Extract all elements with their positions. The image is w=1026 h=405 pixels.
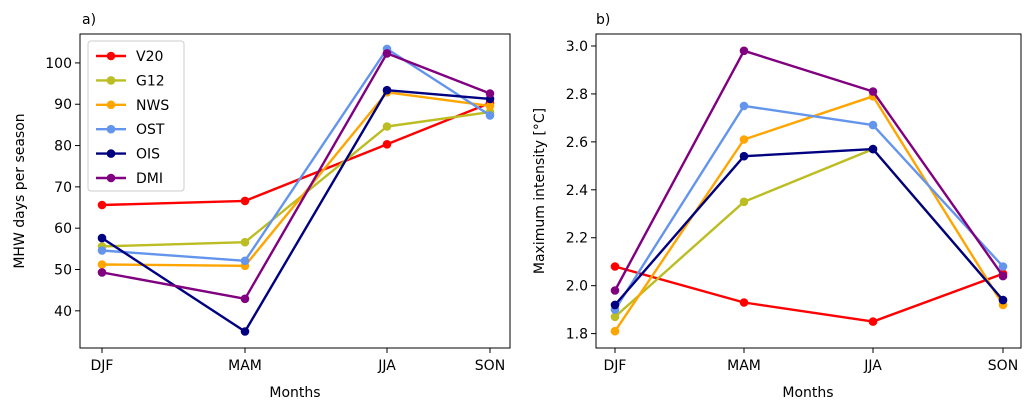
y-tick-label: 2.0: [566, 279, 588, 295]
legend: V20 G12 NWS OST OIS DMI: [87, 40, 185, 192]
data-point: [240, 256, 250, 266]
data-point: [739, 151, 749, 161]
data-point: [610, 300, 620, 310]
series-line: [613, 49, 1004, 292]
y-axis-label: MHW days per season: [12, 113, 28, 268]
legend-marker: [106, 149, 116, 158]
data-point: [739, 46, 749, 56]
y-tick-label: 2.8: [566, 87, 588, 103]
series-line: [614, 147, 1004, 306]
y-tick-label: 40: [54, 304, 72, 320]
series-line: [101, 91, 491, 267]
y-tick-label: 60: [54, 221, 72, 237]
legend-marker: [106, 124, 116, 134]
y-tick-label: 2.4: [566, 183, 588, 199]
legend-marker: [106, 51, 116, 61]
data-point: [382, 85, 392, 95]
data-point: [610, 312, 620, 322]
legend-marker: [106, 100, 116, 110]
data-point: [485, 111, 495, 120]
data-point: [240, 237, 250, 247]
legend-label: NWS: [136, 98, 169, 114]
x-tick-label: SON: [475, 358, 505, 374]
x-tick-label: JJA: [863, 358, 882, 374]
series-line: [101, 110, 491, 248]
x-axis-label: Months: [782, 385, 833, 401]
legend-label: G12: [136, 73, 165, 89]
y-tick-label: 100: [45, 56, 72, 72]
y-tick-label: 90: [54, 97, 72, 113]
series-line: [101, 52, 491, 300]
panel-label: b): [596, 12, 610, 28]
data-point: [998, 271, 1008, 281]
data-point: [382, 49, 392, 58]
plot-frame: [595, 33, 1022, 349]
data-point: [998, 262, 1008, 271]
legend-marker: [106, 76, 116, 85]
y-tick-label: 50: [54, 263, 72, 279]
data-point: [739, 298, 749, 307]
data-point: [739, 135, 749, 144]
series-line: [614, 265, 1004, 323]
data-point: [610, 286, 620, 295]
legend-label: DMI: [136, 171, 163, 187]
x-tick-label: MAM: [228, 358, 262, 374]
x-axis-label: Months: [269, 385, 320, 401]
series-line: [613, 104, 1004, 311]
data-point: [739, 101, 749, 111]
x-tick-label: DJF: [604, 358, 627, 374]
x-tick-label: JJA: [377, 358, 396, 374]
legend-label: OST: [136, 122, 165, 138]
panel-label: a): [82, 12, 96, 28]
data-point: [610, 262, 620, 271]
y-tick-label: 1.8: [566, 327, 588, 343]
x-tick-label: DJF: [91, 358, 114, 374]
plot-frame: [79, 33, 511, 349]
y-tick-label: 80: [54, 139, 72, 155]
data-point: [382, 140, 392, 149]
x-tick-label: MAM: [727, 358, 761, 374]
data-point: [97, 246, 107, 255]
legend-label: V20: [136, 49, 163, 65]
data-point: [868, 87, 878, 96]
series-line: [614, 95, 1005, 332]
y-tick-label: 3.0: [566, 39, 588, 55]
data-point: [240, 196, 250, 206]
data-point: [97, 268, 107, 277]
data-point: [97, 233, 107, 243]
data-point: [739, 197, 749, 207]
data-point: [382, 122, 392, 131]
data-point: [485, 101, 495, 111]
data-point: [610, 326, 620, 336]
data-point: [485, 89, 495, 98]
data-point: [97, 260, 107, 269]
data-point: [868, 144, 878, 154]
legend-marker: [106, 173, 116, 183]
data-point: [240, 294, 250, 304]
y-axis-label: Maximum intensity [°C]: [532, 108, 548, 274]
x-tick-label: SON: [988, 358, 1018, 374]
data-point: [868, 120, 878, 130]
data-point: [97, 200, 107, 210]
legend-label: OIS: [136, 147, 160, 163]
data-point: [998, 295, 1008, 305]
data-point: [868, 317, 878, 326]
panel-a-days: a) Months MHW days per season 40 50 60 70 80…: [12, 12, 511, 401]
series-line: [101, 101, 491, 207]
data-point: [240, 327, 250, 336]
y-tick-label: 70: [54, 180, 72, 196]
panel-b-intensity: b) Months Maximum intensity [°C] 1.8 2.0 2…: [532, 12, 1022, 401]
y-tick-label: 2.6: [566, 135, 588, 151]
y-tick-label: 2.2: [566, 231, 588, 247]
series-line: [101, 47, 491, 262]
